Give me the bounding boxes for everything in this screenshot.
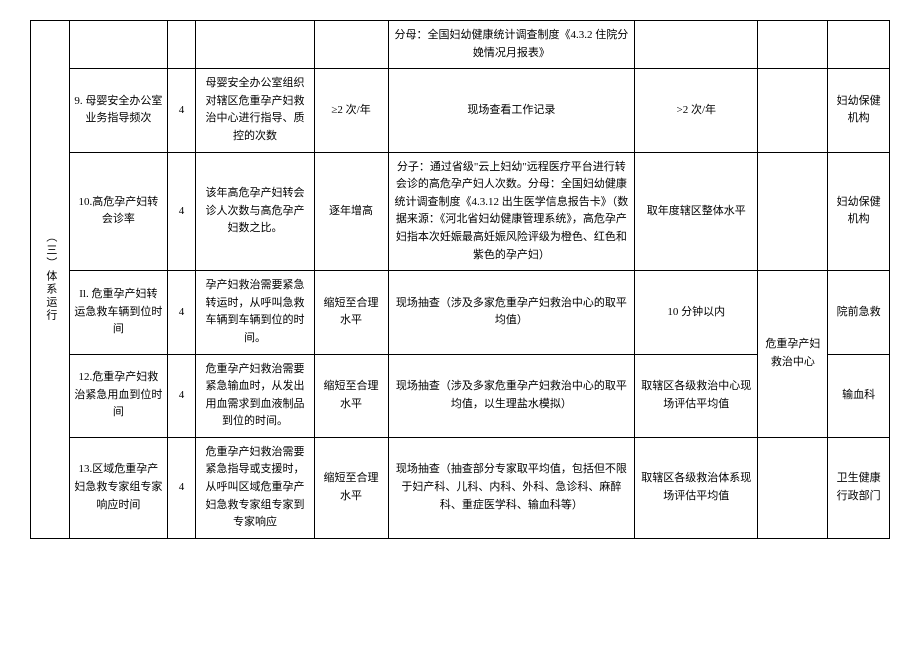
unit2-cell: 输血科: [828, 354, 890, 437]
weight-cell: 4: [167, 69, 196, 152]
unit2-cell: 院前急救: [828, 271, 890, 354]
method-cell: 分母：全国妇幼健康统计调查制度《4.3.2 住院分娩情况月报表》: [388, 21, 635, 69]
target-cell: 逐年增高: [314, 152, 388, 271]
standard-cell: >2 次/年: [635, 69, 758, 152]
unit1-cell: [758, 437, 828, 538]
unit1-cell: [758, 69, 828, 152]
standard-cell: 取辖区各级救治体系现场评估平均值: [635, 437, 758, 538]
indicator-cell: 13.区域危重孕产妇急救专家组专家响应时间: [70, 437, 168, 538]
indicator-cell: Il. 危重孕产妇转运急救车辆到位时间: [70, 271, 168, 354]
method-cell: 现场抽查（涉及多家危重孕产妇救治中心的取平均值）: [388, 271, 635, 354]
evaluation-table: （三）体系运行 分母：全国妇幼健康统计调查制度《4.3.2 住院分娩情况月报表》…: [30, 20, 890, 539]
description-cell: 该年高危孕产妇转会诊人次数与高危孕产妇数之比。: [196, 152, 314, 271]
table-row: （三）体系运行 分母：全国妇幼健康统计调查制度《4.3.2 住院分娩情况月报表》: [31, 21, 890, 69]
unit2-cell: [828, 21, 890, 69]
target-cell: [314, 21, 388, 69]
weight-cell: 4: [167, 152, 196, 271]
description-cell: 孕产妇救治需要紧急转运时，从呼叫急救车辆到车辆到位的时间。: [196, 271, 314, 354]
weight-cell: 4: [167, 437, 196, 538]
unit1-cell: [758, 152, 828, 271]
table-row: 13.区域危重孕产妇急救专家组专家响应时间 4 危重孕产妇救治需要紧急指导或支援…: [31, 437, 890, 538]
unit2-cell: 妇幼保健机构: [828, 69, 890, 152]
method-cell: 现场抽查（涉及多家危重孕产妇救治中心的取平均值，以生理盐水模拟）: [388, 354, 635, 437]
table-row: 9. 母婴安全办公室业务指导频次 4 母婴安全办公室组织对辖区危重孕产妇救治中心…: [31, 69, 890, 152]
indicator-cell: 10.高危孕产妇转会诊率: [70, 152, 168, 271]
target-cell: ≥2 次/年: [314, 69, 388, 152]
target-cell: 缩短至合理水平: [314, 354, 388, 437]
unit2-cell: 妇幼保健机构: [828, 152, 890, 271]
weight-cell: [167, 21, 196, 69]
table-row: Il. 危重孕产妇转运急救车辆到位时间 4 孕产妇救治需要紧急转运时，从呼叫急救…: [31, 271, 890, 354]
unit1-cell: [758, 21, 828, 69]
target-cell: 缩短至合理水平: [314, 437, 388, 538]
method-cell: 分子：通过省级"云上妇幼"远程医疗平台进行转会诊的高危孕产妇人次数。分母：全国妇…: [388, 152, 635, 271]
target-cell: 缩短至合理水平: [314, 271, 388, 354]
unit1-cell: 危重孕产妇救治中心: [758, 271, 828, 438]
unit2-cell: 卫生健康行政部门: [828, 437, 890, 538]
weight-cell: 4: [167, 271, 196, 354]
description-cell: 危重孕产妇救治需要紧急输血时，从发出用血需求到血液制品到位的时间。: [196, 354, 314, 437]
section-cell: （三）体系运行: [31, 21, 70, 539]
table-row: 10.高危孕产妇转会诊率 4 该年高危孕产妇转会诊人次数与高危孕产妇数之比。 逐…: [31, 152, 890, 271]
section-label: （三）体系运行: [41, 231, 59, 322]
standard-cell: 取辖区各级救治中心现场评估平均值: [635, 354, 758, 437]
method-cell: 现场抽查（抽查部分专家取平均值，包括但不限于妇产科、儿科、内科、外科、急诊科、麻…: [388, 437, 635, 538]
standard-cell: 取年度辖区整体水平: [635, 152, 758, 271]
standard-cell: 10 分钟以内: [635, 271, 758, 354]
description-cell: [196, 21, 314, 69]
indicator-cell: 12.危重孕产妇救治紧急用血到位时间: [70, 354, 168, 437]
method-cell: 现场查看工作记录: [388, 69, 635, 152]
description-cell: 母婴安全办公室组织对辖区危重孕产妇救治中心进行指导、质控的次数: [196, 69, 314, 152]
indicator-cell: 9. 母婴安全办公室业务指导频次: [70, 69, 168, 152]
standard-cell: [635, 21, 758, 69]
description-cell: 危重孕产妇救治需要紧急指导或支援时，从呼叫区域危重孕产妇急救专家组专家到专家响应: [196, 437, 314, 538]
weight-cell: 4: [167, 354, 196, 437]
indicator-cell: [70, 21, 168, 69]
